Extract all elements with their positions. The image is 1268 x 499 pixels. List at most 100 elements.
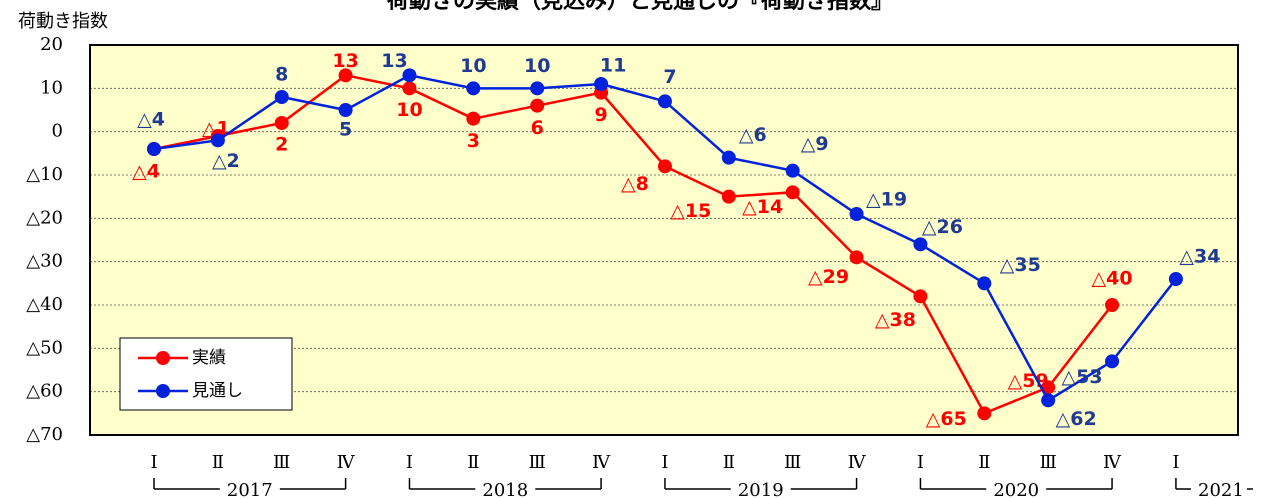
y-tick-label: △60 <box>26 381 63 402</box>
data-label: △35 <box>1000 254 1041 276</box>
point <box>785 163 800 178</box>
x-group-label: 2021 <box>1198 480 1244 499</box>
point <box>913 289 928 304</box>
point <box>530 81 545 96</box>
data-label: 10 <box>460 55 486 77</box>
y-tick-label: 0 <box>52 121 63 142</box>
point <box>657 94 672 109</box>
data-label: 6 <box>531 117 544 139</box>
x-tick-label: Ⅳ <box>848 452 867 473</box>
point <box>721 150 736 165</box>
series-line <box>153 73 1114 415</box>
data-label: △15 <box>670 200 711 222</box>
data-label: 5 <box>339 119 352 141</box>
y-tick-label: △40 <box>26 294 63 315</box>
point <box>977 406 992 421</box>
point <box>657 159 672 174</box>
point <box>402 81 417 96</box>
point <box>977 276 992 291</box>
data-label: 13 <box>332 50 358 72</box>
x-group-label: 2019 <box>738 480 784 499</box>
data-label: △1 <box>202 118 230 140</box>
data-label: △4 <box>137 109 165 131</box>
point <box>785 185 800 200</box>
y-tick-label: 10 <box>40 77 63 98</box>
point <box>1041 380 1056 395</box>
x-tick-label: Ⅰ <box>150 452 157 473</box>
plot-border <box>89 44 1239 436</box>
x-tick-label: Ⅱ <box>723 452 735 473</box>
x-group-label: 2018 <box>482 480 528 499</box>
point <box>466 81 481 96</box>
x-tick-label: Ⅰ <box>917 452 924 473</box>
x-tick-label: Ⅳ <box>337 452 356 473</box>
point <box>1105 354 1120 369</box>
y-tick-label: △10 <box>26 164 63 185</box>
legend-label: 実績 <box>192 348 226 368</box>
data-label: △40 <box>1092 268 1133 290</box>
data-label: △8 <box>621 173 649 195</box>
point <box>913 237 928 252</box>
x-tick-label: Ⅱ <box>978 452 990 473</box>
point <box>338 68 353 83</box>
y-tick-label: △50 <box>26 337 63 358</box>
legend-marker <box>156 351 170 365</box>
y-tick-label: △20 <box>26 207 63 228</box>
data-label: △2 <box>212 150 240 172</box>
point <box>1041 393 1056 408</box>
data-label: △34 <box>1179 246 1220 268</box>
point <box>338 103 353 117</box>
data-label: △26 <box>922 216 963 238</box>
x-tick-label: Ⅰ <box>661 452 668 473</box>
data-label: 10 <box>524 55 550 77</box>
data-label: △14 <box>742 196 783 218</box>
y-tick-label: 20 <box>40 34 63 55</box>
data-label: △59 <box>1008 370 1049 392</box>
x-group-label: 2020 <box>993 480 1039 499</box>
data-label: 10 <box>396 99 422 121</box>
point <box>849 250 864 265</box>
x-tick-label: Ⅳ <box>592 452 611 473</box>
x-tick-label: Ⅲ <box>1040 452 1057 473</box>
data-label: 2 <box>275 134 288 156</box>
data-label: △4 <box>132 161 160 183</box>
point <box>721 189 736 204</box>
x-tick-label: Ⅲ <box>273 452 290 473</box>
y-tick-label: △70 <box>26 424 63 445</box>
point <box>147 142 161 156</box>
data-label: △53 <box>1062 366 1103 388</box>
x-tick-label: Ⅲ <box>784 452 801 473</box>
legend-label: 見通し <box>192 381 243 401</box>
point <box>1168 272 1183 286</box>
data-label: △38 <box>875 309 916 331</box>
point <box>466 111 481 126</box>
data-label: 8 <box>275 64 288 86</box>
x-tick-label: Ⅱ <box>467 452 479 473</box>
data-label: 11 <box>600 55 626 77</box>
data-label: 9 <box>594 104 607 126</box>
x-tick-label: Ⅱ <box>212 452 224 473</box>
data-label: 7 <box>663 66 676 88</box>
data-label: △62 <box>1056 408 1097 430</box>
point <box>1105 298 1120 312</box>
x-tick-label: Ⅰ <box>1172 452 1179 473</box>
x-tick-label: Ⅳ <box>1103 452 1122 473</box>
data-label: △9 <box>801 133 829 155</box>
point <box>274 90 289 104</box>
data-label: 13 <box>381 50 407 72</box>
legend-marker <box>156 384 170 398</box>
point <box>530 98 545 113</box>
x-tick-label: Ⅲ <box>529 452 546 473</box>
data-label: △19 <box>866 189 907 211</box>
data-label: 3 <box>467 130 480 152</box>
chart-title: 荷動きの実績（見込み）と見通しの『荷動き指数』 <box>387 0 893 14</box>
x-tick-label: Ⅰ <box>406 452 413 473</box>
point <box>594 77 609 91</box>
y-tick-label: △30 <box>26 251 63 272</box>
x-group-label: 2017 <box>227 480 273 499</box>
data-label: △6 <box>739 124 767 146</box>
point <box>849 207 864 221</box>
y-axis-label: 荷動き指数 <box>18 11 108 32</box>
legend-box <box>119 337 293 411</box>
